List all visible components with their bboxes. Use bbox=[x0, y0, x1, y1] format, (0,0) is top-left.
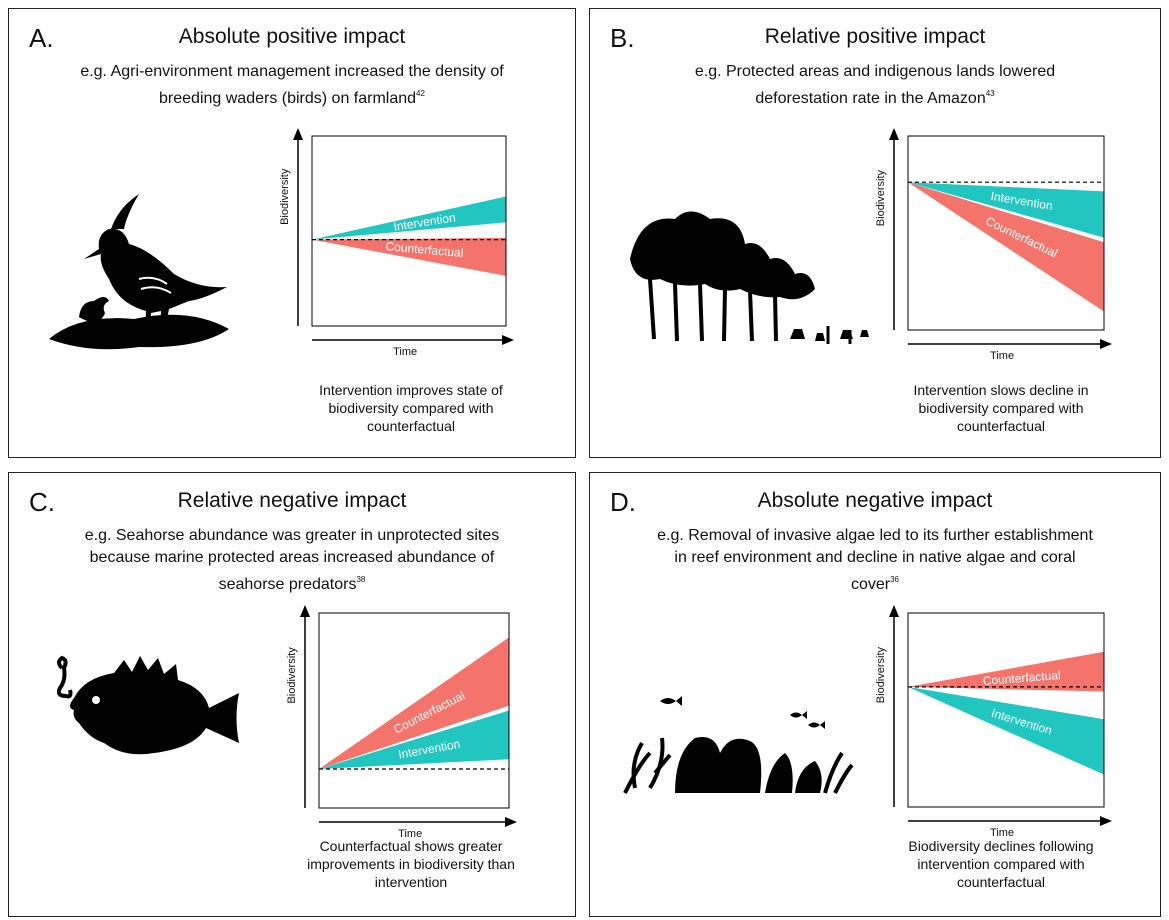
fish-illustration bbox=[56, 655, 239, 755]
chart-d: CounterfactualInterventionBiodiversityTi… bbox=[875, 605, 1112, 839]
panel-letter: B. bbox=[610, 23, 635, 53]
example-body: e.g. Protected areas and indigenous land… bbox=[694, 63, 1056, 107]
plot-frame bbox=[907, 135, 1105, 331]
example-text: e.g. Protected areas and indigenous land… bbox=[650, 61, 1100, 110]
y-axis-label: Biodiversity bbox=[875, 646, 887, 703]
series-wedge-intervention bbox=[312, 196, 506, 240]
plot-frame bbox=[311, 135, 507, 327]
panel-caption: Intervention slows decline in biodiversi… bbox=[913, 382, 1089, 434]
panel-letter: D. bbox=[610, 487, 636, 517]
panel-d: D. Absolute negative impact e.g. Removal… bbox=[589, 472, 1161, 917]
chart-b: InterventionCounterfactualBiodiversityTi… bbox=[875, 128, 1112, 362]
y-axis-label: Biodiversity bbox=[875, 169, 887, 226]
plot-frame bbox=[318, 612, 510, 809]
series-label-intervention: Intervention bbox=[392, 210, 456, 233]
y-axis-label: Biodiversity bbox=[286, 647, 298, 704]
panel-a: A. Absolute positive impact e.g. Agri-en… bbox=[8, 8, 576, 458]
x-axis-label: Time bbox=[990, 827, 1014, 839]
reference-number: 43 bbox=[985, 89, 995, 98]
example-body: e.g. Seahorse abundance was greater in u… bbox=[84, 527, 500, 593]
panel-caption: Biodiversity declines following interven… bbox=[908, 838, 1094, 890]
example-body: e.g. Removal of invasive algae led to it… bbox=[657, 527, 1093, 593]
y-axis-arrowhead bbox=[889, 128, 899, 140]
series-wedge-counterfactual bbox=[319, 637, 509, 769]
lapwing-bird-illustration bbox=[49, 194, 229, 350]
example-text: e.g. Agri-environment management increas… bbox=[69, 61, 515, 110]
x-axis-arrowhead bbox=[1100, 339, 1112, 349]
panel-title: Relative negative impact bbox=[177, 489, 407, 512]
chart-a: Intervention Counterfactual Biodiversity Ti… bbox=[279, 128, 514, 358]
example-body: e.g. Agri-environment management increas… bbox=[80, 63, 504, 107]
series-label-counterfactual: Counterfactual bbox=[385, 239, 464, 260]
series-wedge-intervention bbox=[319, 710, 509, 769]
x-axis-arrowhead bbox=[502, 335, 514, 345]
panel-title: Relative positive impact bbox=[764, 25, 986, 48]
panel-caption: Counterfactual shows greater improvement… bbox=[307, 838, 515, 890]
series-wedge-intervention bbox=[908, 182, 1104, 238]
reference-number: 36 bbox=[890, 575, 900, 584]
x-axis-label: Time bbox=[398, 828, 422, 840]
panel-letter: A. bbox=[29, 23, 54, 53]
panel-title: Absolute positive impact bbox=[178, 25, 406, 48]
panel-b: B. Relative positive impact e.g. Protect… bbox=[589, 8, 1161, 458]
coral-reef-illustration bbox=[623, 696, 854, 794]
series-wedge-counterfactual bbox=[312, 237, 506, 276]
chart-c: CounterfactualInterventionBiodiversityTi… bbox=[286, 605, 517, 840]
x-axis-arrowhead bbox=[1100, 816, 1112, 826]
x-axis-arrowhead bbox=[505, 817, 517, 827]
reference-number: 38 bbox=[356, 575, 366, 584]
reference-number: 42 bbox=[416, 89, 425, 98]
y-axis-arrowhead bbox=[300, 605, 310, 617]
series-label-counterfactual: Counterfactual bbox=[982, 668, 1061, 688]
y-axis-label: Biodiversity bbox=[279, 168, 291, 225]
series-wedge-counterfactual bbox=[908, 182, 1104, 312]
panel-letter: C. bbox=[29, 487, 55, 517]
plot-frame bbox=[907, 612, 1105, 808]
series-wedge-counterfactual bbox=[908, 651, 1104, 692]
rainforest-illustration bbox=[630, 211, 869, 344]
panel-title: Absolute negative impact bbox=[757, 489, 993, 512]
x-axis-label: Time bbox=[393, 346, 417, 358]
example-text: e.g. Seahorse abundance was greater in u… bbox=[69, 525, 515, 596]
example-text: e.g. Removal of invasive algae led to it… bbox=[650, 525, 1100, 596]
y-axis-arrowhead bbox=[293, 128, 303, 140]
panel-c: C. Relative negative impact e.g. Seahors… bbox=[8, 472, 576, 917]
panel-caption: Intervention improves state of biodivers… bbox=[319, 382, 503, 434]
series-wedge-intervention bbox=[908, 686, 1104, 775]
y-axis-arrowhead bbox=[889, 605, 899, 617]
x-axis-label: Time bbox=[990, 350, 1014, 362]
